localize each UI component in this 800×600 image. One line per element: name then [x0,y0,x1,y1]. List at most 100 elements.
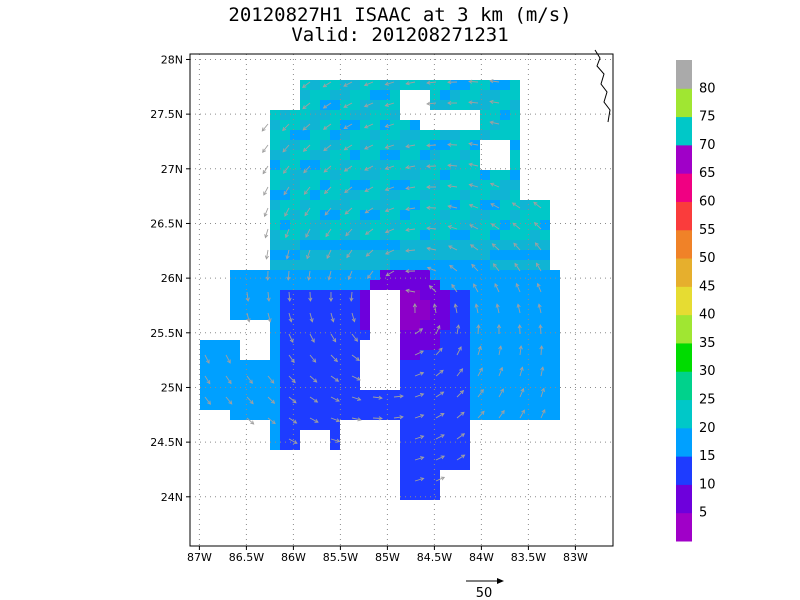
wind-speed-cell [310,290,320,300]
wind-speed-cell [390,270,400,280]
wind-speed-cell [350,410,360,420]
wind-speed-cell [470,230,480,240]
wind-vector [283,165,290,174]
wind-speed-cell [550,290,560,300]
wind-speed-cell [370,270,380,280]
wind-vector [477,367,483,377]
wind-speed-cell [500,330,510,340]
wind-vector [533,222,542,230]
wind-vector [489,120,500,125]
wind-speed-cell [450,310,460,320]
longitude-tick-label: 84.5W [417,551,452,564]
wind-speed-cell [400,470,410,480]
wind-speed-cell [430,460,440,470]
wind-speed-cell [410,120,420,130]
wind-speed-cell [340,150,350,160]
wind-speed-cell [470,210,480,220]
wind-speed-cell [270,350,280,360]
wind-speed-cell [280,410,290,420]
wind-speed-cell [280,320,290,330]
wind-speed-cell [250,360,260,370]
wind-vector [351,312,356,323]
wind-vector [435,324,441,335]
wind-speed-cell [480,250,490,260]
wind-speed-cell [510,360,520,370]
wind-speed-cell [410,80,420,90]
wind-speed-cell [360,100,370,110]
wind-speed-cell [300,260,310,270]
wind-speed-cell [340,210,350,220]
wind-speed-cell [460,270,470,280]
wind-speed-cell [300,380,310,390]
wind-speed-cell [330,180,340,190]
wind-speed-cell [360,200,370,210]
wind-speed-cell [490,360,500,370]
wind-speed-cell [300,170,310,180]
wind-speed-cell [490,200,500,210]
wind-speed-cell [340,290,350,300]
wind-speed-cell [480,280,490,290]
wind-speed-cell [460,390,470,400]
wind-speed-cell [410,220,420,230]
wind-speed-cell [390,100,400,110]
wind-vector [262,165,269,175]
wind-speed-cell [480,200,490,210]
color-scale-swatch [676,399,692,429]
wind-vector [435,476,446,482]
wind-speed-cell [330,300,340,310]
wind-speed-cell [340,310,350,320]
wind-speed-cell [320,280,330,290]
wind-speed-cell [430,190,440,200]
wind-speed-cell [290,390,300,400]
wind-speed-cell [510,190,520,200]
wind-speed-cell [290,270,300,280]
wind-speed-cell [540,230,550,240]
wind-vector [447,204,458,209]
wind-vector [456,454,466,461]
wind-speed-cell [240,280,250,290]
wind-speed-cell [280,330,290,340]
wind-speed-cell [310,420,320,430]
wind-speed-cell [470,100,480,110]
wind-speed-cell [330,140,340,150]
color-scale-swatch [676,286,692,316]
wind-speed-cell [330,360,340,370]
wind-speed-cell [370,100,380,110]
wind-speed-cell [300,240,310,250]
wind-speed-cell [400,440,410,450]
wind-speed-cell [400,420,410,430]
wind-speed-cell [420,450,430,460]
wind-speed-cell [420,350,430,360]
wind-speed-cell [470,200,480,210]
wind-speed-cell [250,280,260,290]
wind-speed-cell [400,430,410,440]
wind-speed-cell [430,130,440,140]
wind-speed-cell [350,170,360,180]
wind-speed-cell [350,90,360,100]
wind-speed-cell [410,450,420,460]
wind-speed-cell [470,310,480,320]
wind-vector [323,144,332,152]
wind-speed-cell [480,380,490,390]
wind-speed-cell [400,180,410,190]
wind-speed-cell [340,410,350,420]
wind-speed-cell [290,200,300,210]
wind-speed-cell [360,180,370,190]
wind-speed-cell [510,120,520,130]
wind-speed-cell [540,380,550,390]
wind-speed-cell [460,250,470,260]
wind-speed-cell [240,410,250,420]
wind-speed-cell [300,110,310,120]
wind-speed-cell [290,380,300,390]
wind-speed-cell [400,460,410,470]
wind-speed-cell [510,390,520,400]
color-scale-swatch [676,427,692,457]
coastline [594,49,611,123]
wind-vector [287,291,292,302]
wind-speed-cell [460,200,470,210]
wind-speed-cell [480,390,490,400]
wind-speed-cell [440,170,450,180]
color-scale-label: 35 [699,336,716,351]
wind-speed-cell [270,370,280,380]
wind-vector [267,312,272,323]
